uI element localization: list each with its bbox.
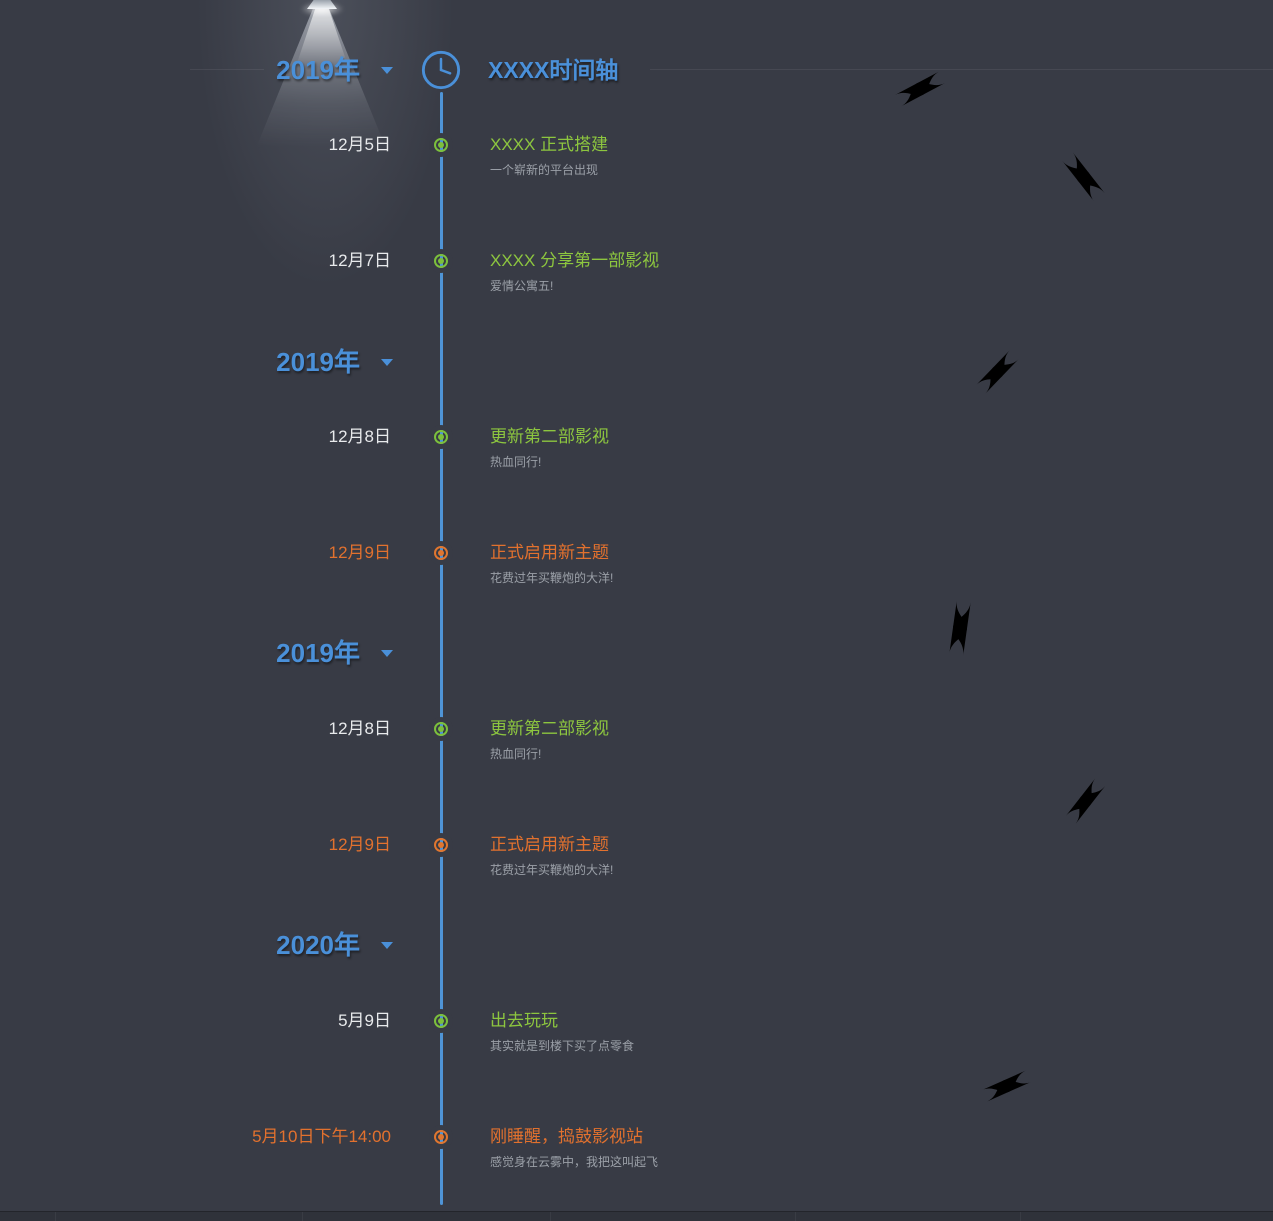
spotlight-lamp xyxy=(307,0,337,9)
timeline-marker-icon xyxy=(434,546,448,560)
timeline-marker-icon xyxy=(434,838,448,852)
entry-title[interactable]: XXXX 分享第一部影视 xyxy=(490,251,660,270)
entry-description: 爱情公寓五! xyxy=(490,279,554,293)
entry-description: 热血同行! xyxy=(490,455,542,469)
dna-helix-icon xyxy=(1062,152,1105,202)
header-divider xyxy=(650,69,1273,70)
entry-description: 花费过年买鞭炮的大洋! xyxy=(490,863,614,877)
clock-icon xyxy=(421,50,461,90)
chevron-down-icon[interactable] xyxy=(381,942,393,949)
entry-description: 感觉身在云雾中，我把这叫起飞 xyxy=(490,1155,659,1169)
timeline-marker-icon xyxy=(434,1014,448,1028)
entry-date: 5月10日下午14:00 xyxy=(252,1127,391,1146)
entry-title[interactable]: 正式启用新主题 xyxy=(490,835,609,854)
entry-title[interactable]: 出去玩玩 xyxy=(490,1011,558,1030)
chevron-down-icon[interactable] xyxy=(381,650,393,657)
entry-date: 12月8日 xyxy=(328,719,391,738)
entry-date: 12月9日 xyxy=(328,835,391,854)
dna-helix-icon xyxy=(982,1070,1031,1102)
entry-date: 12月7日 xyxy=(328,251,391,270)
entry-date: 12月9日 xyxy=(328,543,391,562)
spotlight-glow xyxy=(195,0,455,290)
year-select[interactable]: 2020年 xyxy=(276,930,360,960)
entry-title[interactable]: 正式启用新主题 xyxy=(490,543,609,562)
dna-helix-icon xyxy=(976,350,1019,394)
entry-title[interactable]: XXXX 正式搭建 xyxy=(490,135,609,154)
timeline-marker-icon xyxy=(434,1130,448,1144)
timeline-marker-icon xyxy=(434,430,448,444)
entry-date: 12月8日 xyxy=(328,427,391,446)
timeline-marker-icon xyxy=(434,722,448,736)
chevron-down-icon[interactable] xyxy=(381,67,393,74)
entry-date: 5月9日 xyxy=(338,1011,391,1030)
timeline-marker-icon xyxy=(434,254,448,268)
header-divider xyxy=(190,69,264,70)
timeline-marker-icon xyxy=(434,138,448,152)
entry-date: 12月5日 xyxy=(328,135,391,154)
chevron-down-icon[interactable] xyxy=(381,359,393,366)
entry-description: 一个崭新的平台出现 xyxy=(490,163,599,177)
entry-title[interactable]: 更新第二部影视 xyxy=(490,427,609,446)
year-select[interactable]: 2019年 xyxy=(276,638,360,668)
page-title: XXXX时间轴 xyxy=(488,57,619,83)
entry-title[interactable]: 更新第二部影视 xyxy=(490,719,609,738)
dna-helix-icon xyxy=(1065,778,1106,824)
year-select[interactable]: 2019年 xyxy=(276,347,360,377)
year-select[interactable]: 2019年 xyxy=(276,55,360,85)
dna-helix-icon xyxy=(894,71,946,107)
entry-title[interactable]: 刚睡醒，捣鼓影视站 xyxy=(490,1127,643,1146)
timeline-line xyxy=(440,92,443,1205)
entry-description: 花费过年买鞭炮的大洋! xyxy=(490,571,614,585)
entry-description: 热血同行! xyxy=(490,747,542,761)
entry-description: 其实就是到楼下买了点零食 xyxy=(490,1039,635,1053)
dna-helix-icon xyxy=(949,600,971,656)
footer-strip xyxy=(0,1211,1273,1221)
